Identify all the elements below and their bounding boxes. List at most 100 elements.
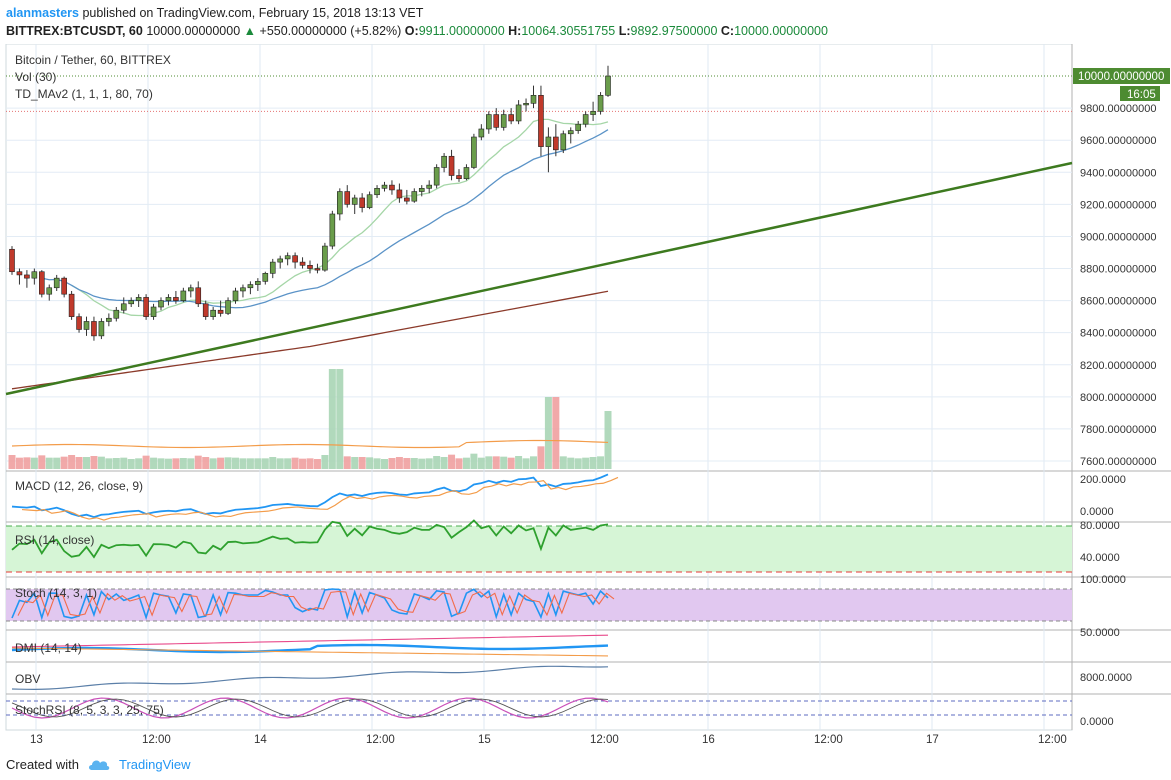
volume-bar	[544, 397, 552, 469]
low-label: L:	[618, 24, 631, 38]
volume-bar	[202, 457, 210, 469]
candle-body	[240, 287, 246, 292]
volume-bar	[448, 454, 456, 469]
volume-bar	[164, 458, 172, 469]
candle-body	[135, 297, 142, 301]
candle-body	[433, 167, 440, 186]
candle-body	[515, 104, 522, 122]
candle-body	[530, 95, 537, 104]
publish-line: alanmasters published on TradingView.com…	[6, 4, 1165, 22]
candle-body	[188, 287, 194, 292]
candle-body	[202, 303, 209, 317]
candle-body	[389, 184, 395, 191]
volume-bar	[582, 457, 590, 469]
price-tick-label: 9000.00000000	[1080, 231, 1156, 243]
candle-body	[232, 290, 239, 301]
volume-bar	[574, 458, 582, 469]
candle-body	[605, 75, 611, 96]
volume-bar	[418, 458, 426, 469]
volume-bar	[403, 458, 411, 469]
volume-bar	[232, 457, 239, 469]
legend-td: TD_MAv2 (1, 1, 1, 80, 70)	[15, 87, 153, 101]
volume-bar	[589, 457, 597, 469]
volume-bar	[30, 457, 38, 469]
candle-body	[344, 191, 351, 205]
macd-signal-line	[21, 476, 619, 521]
stoch-d-line	[17, 590, 615, 618]
volume-bar	[276, 458, 284, 469]
volume-bar	[358, 457, 366, 469]
time-tick-label: 12:00	[590, 734, 619, 746]
stoch-tick-100: 100.0000	[1080, 574, 1126, 586]
candle-body	[329, 213, 336, 247]
dmi-adx-line	[11, 643, 609, 654]
time-tick-label: 13	[30, 734, 43, 746]
volume-bar	[597, 456, 605, 469]
candle-body	[173, 297, 179, 301]
macd-tick-0: 0.0000	[1080, 506, 1114, 518]
candle-body	[538, 95, 544, 147]
obv-tick: 8000.0000	[1080, 672, 1132, 684]
candle-body	[426, 184, 433, 189]
volume-bar	[530, 456, 537, 469]
author-link[interactable]: alanmasters	[6, 6, 79, 20]
volume-bar	[373, 458, 381, 469]
low-value: 9892.97500000	[630, 24, 718, 38]
candle-body	[143, 297, 149, 317]
rsi-band-fill	[6, 526, 1072, 572]
legend-vol: Vol (30)	[15, 70, 56, 84]
volume-bar	[388, 458, 396, 469]
volume-bar	[97, 456, 105, 469]
candle-body	[38, 271, 45, 295]
volume-bar	[567, 457, 575, 469]
price-tick-label: 8800.00000000	[1080, 264, 1156, 276]
candle-body	[91, 321, 97, 337]
candle-body	[314, 268, 321, 271]
time-tick-label: 12:00	[142, 734, 171, 746]
tradingview-link[interactable]: TradingView	[118, 756, 191, 772]
volume-bar	[23, 457, 31, 469]
symbol-label: BITTREX:BTCUSDT, 60	[6, 24, 143, 38]
candle-body	[448, 155, 455, 176]
candle-body	[68, 293, 75, 317]
candle-body	[120, 303, 127, 311]
candle-body	[76, 316, 82, 330]
candle-body	[31, 271, 38, 279]
grid	[5, 43, 1171, 731]
candle-body	[456, 175, 462, 180]
tradingview-cloud-icon	[88, 760, 110, 770]
volume-bar	[336, 369, 344, 469]
close-label: C:	[720, 24, 735, 38]
last-price: 10000.00000000	[146, 24, 241, 38]
candle-body	[471, 136, 477, 168]
candle-body	[359, 197, 365, 208]
chart-area[interactable]: Bitcoin / Tether, 60, BITTREX Vol (30) T…	[0, 43, 1171, 747]
rsi-tick-80: 80.0000	[1080, 520, 1120, 532]
candle-body	[180, 290, 187, 301]
macd-line	[11, 473, 609, 519]
candle-body	[322, 245, 328, 271]
candle-body	[374, 188, 380, 196]
dmi-minus-line	[11, 647, 609, 657]
candle-body	[255, 281, 261, 285]
high-label: H:	[508, 24, 522, 38]
volume-bar	[246, 458, 254, 469]
stochrsi-d-line	[11, 698, 609, 718]
volume-bar	[284, 458, 292, 469]
header: alanmasters published on TradingView.com…	[0, 0, 1171, 44]
volume-bar	[38, 455, 46, 469]
created-with-text: Created with	[6, 756, 79, 772]
legend-title: Bitcoin / Tether, 60, BITTREX	[15, 53, 171, 67]
volume-bar	[381, 459, 388, 469]
volume-bar	[477, 457, 485, 469]
volume-bar	[254, 458, 262, 469]
candle-body	[500, 114, 507, 128]
candle-body	[262, 273, 269, 282]
volume-bar	[313, 459, 321, 469]
chart-svg[interactable]: Bitcoin / Tether, 60, BITTREX Vol (30) T…	[0, 43, 1171, 747]
volume-bar	[552, 397, 560, 469]
axes: Bitcoin / Tether, 60, BITTREX Vol (30) T…	[15, 53, 1170, 746]
candle-body	[292, 255, 298, 263]
volume-bar	[515, 456, 523, 469]
volume-bar	[395, 457, 403, 469]
